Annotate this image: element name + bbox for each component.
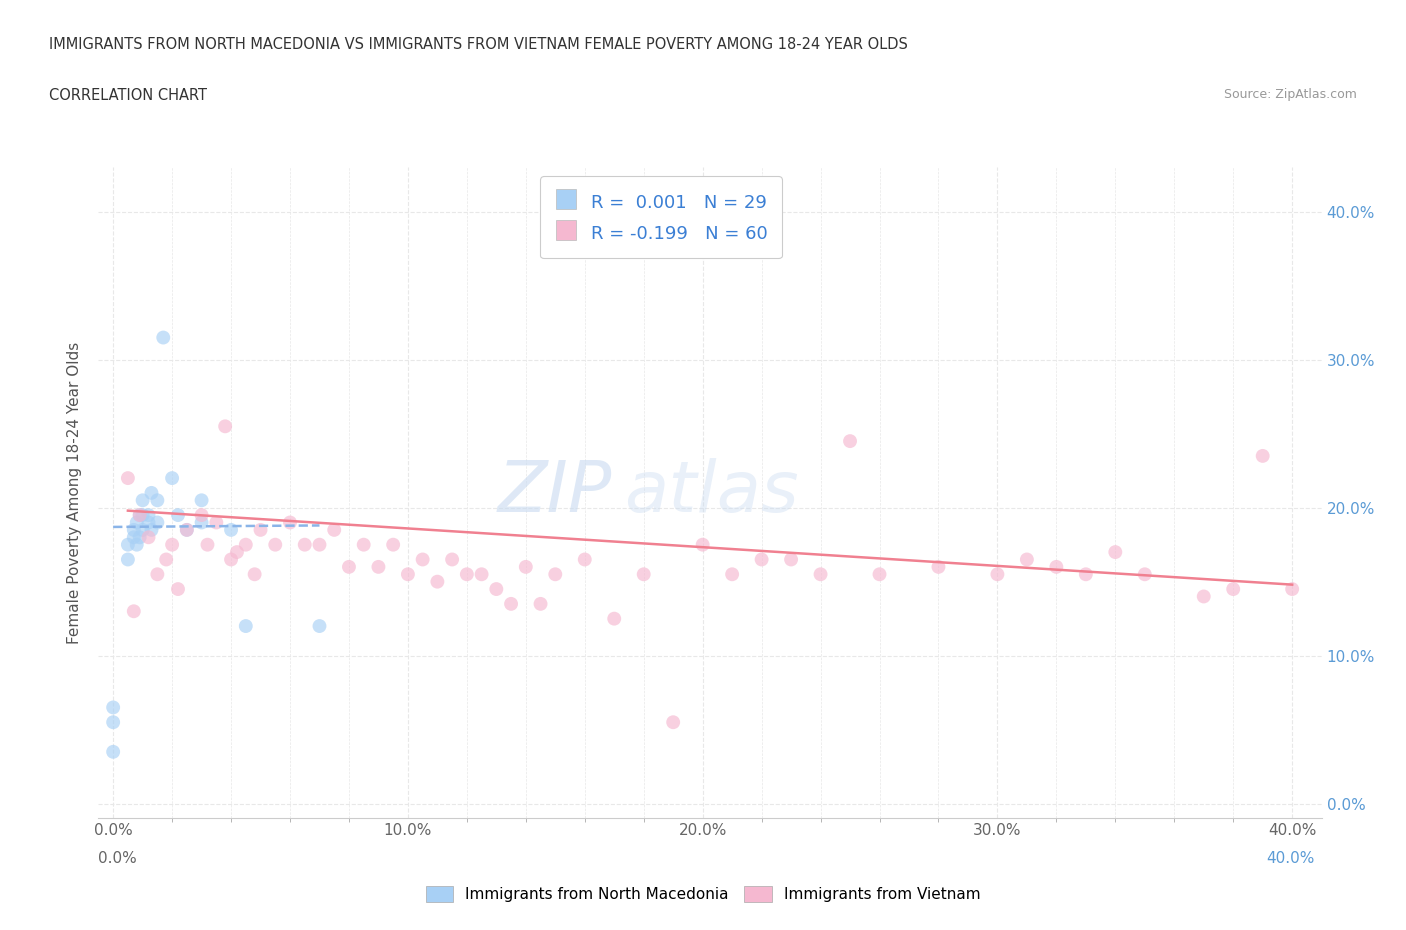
Point	[138, 515, 160, 530]
Point	[141, 485, 163, 500]
Point	[396, 567, 419, 582]
Point	[117, 552, 139, 567]
Point	[1015, 552, 1038, 567]
Point	[353, 538, 375, 552]
Point	[160, 471, 183, 485]
Point	[167, 508, 190, 523]
Point	[128, 530, 150, 545]
Point	[1281, 581, 1303, 596]
Point	[138, 530, 160, 545]
Point	[226, 545, 249, 560]
Point	[219, 552, 242, 567]
Point	[1104, 545, 1126, 560]
Point	[544, 567, 567, 582]
Point	[146, 515, 169, 530]
Text: atlas: atlas	[624, 458, 799, 527]
Point	[101, 700, 124, 715]
Point	[529, 596, 551, 611]
Point	[456, 567, 478, 582]
Point	[633, 567, 655, 582]
Point	[138, 508, 160, 523]
Point	[146, 567, 169, 582]
Point	[190, 493, 212, 508]
Point	[426, 574, 449, 589]
Point	[278, 515, 301, 530]
Point	[499, 596, 522, 611]
Point	[751, 552, 773, 567]
Text: IMMIGRANTS FROM NORTH MACEDONIA VS IMMIGRANTS FROM VIETNAM FEMALE POVERTY AMONG : IMMIGRANTS FROM NORTH MACEDONIA VS IMMIG…	[49, 37, 908, 52]
Point	[131, 508, 153, 523]
Point	[160, 538, 183, 552]
Point	[927, 560, 949, 575]
Point	[382, 538, 405, 552]
Point	[249, 523, 271, 538]
Y-axis label: Female Poverty Among 18-24 Year Olds: Female Poverty Among 18-24 Year Olds	[67, 342, 83, 644]
Point	[155, 552, 177, 567]
Point	[101, 715, 124, 730]
Point	[141, 523, 163, 538]
Point	[1133, 567, 1156, 582]
Point	[515, 560, 537, 575]
Point	[662, 715, 685, 730]
Point	[122, 604, 145, 618]
Point	[692, 538, 714, 552]
Point	[485, 581, 508, 596]
Point	[721, 567, 744, 582]
Point	[810, 567, 832, 582]
Point	[1192, 589, 1215, 604]
Point	[146, 493, 169, 508]
Point	[1045, 560, 1067, 575]
Point	[214, 418, 236, 433]
Point	[574, 552, 596, 567]
Point	[131, 493, 153, 508]
Point	[294, 538, 316, 552]
Point	[125, 515, 148, 530]
Point	[1074, 567, 1097, 582]
Text: CORRELATION CHART: CORRELATION CHART	[49, 88, 207, 103]
Point	[264, 538, 287, 552]
Point	[128, 508, 150, 523]
Point	[122, 530, 145, 545]
Point	[176, 523, 198, 538]
Point	[131, 523, 153, 538]
Point	[441, 552, 464, 567]
Point	[117, 538, 139, 552]
Point	[869, 567, 891, 582]
Legend: R =  0.001   N = 29, R = -0.199   N = 60: R = 0.001 N = 29, R = -0.199 N = 60	[540, 177, 782, 259]
Text: Source: ZipAtlas.com: Source: ZipAtlas.com	[1223, 88, 1357, 101]
Point	[1251, 448, 1274, 463]
Point	[323, 523, 346, 538]
Point	[190, 515, 212, 530]
Point	[367, 560, 389, 575]
Point	[603, 611, 626, 626]
Point	[471, 567, 494, 582]
Point	[780, 552, 803, 567]
Point	[986, 567, 1008, 582]
Point	[205, 515, 228, 530]
Point	[243, 567, 266, 582]
Point	[308, 538, 330, 552]
Point	[219, 523, 242, 538]
Text: 40.0%: 40.0%	[1267, 851, 1315, 866]
Point	[128, 508, 150, 523]
Point	[1222, 581, 1244, 596]
Point	[308, 618, 330, 633]
Point	[122, 523, 145, 538]
Legend: Immigrants from North Macedonia, Immigrants from Vietnam: Immigrants from North Macedonia, Immigra…	[419, 880, 987, 909]
Point	[235, 618, 257, 633]
Point	[167, 581, 190, 596]
Point	[337, 560, 360, 575]
Point	[125, 538, 148, 552]
Text: ZIP: ZIP	[498, 458, 612, 527]
Point	[412, 552, 434, 567]
Point	[101, 744, 124, 759]
Point	[190, 508, 212, 523]
Point	[176, 523, 198, 538]
Point	[117, 471, 139, 485]
Text: 0.0%: 0.0%	[98, 851, 138, 866]
Point	[235, 538, 257, 552]
Point	[152, 330, 174, 345]
Point	[197, 538, 219, 552]
Point	[839, 433, 862, 448]
